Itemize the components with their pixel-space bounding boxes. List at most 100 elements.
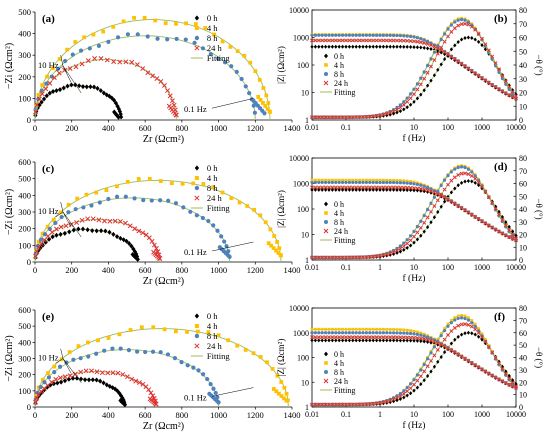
data-point-marker bbox=[150, 349, 156, 354]
data-point-marker bbox=[412, 87, 416, 91]
data-point-marker bbox=[333, 335, 338, 340]
data-point-marker bbox=[117, 59, 123, 65]
data-point-marker bbox=[42, 232, 48, 237]
data-point-marker bbox=[388, 251, 393, 256]
data-point-marker bbox=[395, 331, 399, 335]
data-point-marker bbox=[374, 38, 379, 43]
x-tick-label: 10000 bbox=[506, 263, 526, 272]
data-point-marker bbox=[449, 178, 454, 183]
data-point-marker bbox=[115, 370, 121, 376]
data-point-marker bbox=[350, 335, 355, 340]
data-point-marker bbox=[282, 396, 286, 401]
data-point-marker bbox=[279, 380, 284, 384]
data-point-marker bbox=[398, 244, 402, 248]
annotation-0-1hz: 0.1 Hz bbox=[184, 247, 207, 257]
data-point-marker bbox=[409, 44, 413, 49]
data-point-marker bbox=[456, 59, 461, 64]
data-point-marker bbox=[268, 227, 273, 232]
data-point-marker bbox=[172, 356, 178, 361]
data-point-marker bbox=[203, 26, 208, 30]
data-point-marker bbox=[354, 115, 359, 120]
data-point-marker bbox=[405, 331, 409, 335]
annotation-leader bbox=[60, 348, 64, 359]
data-point-marker bbox=[282, 385, 287, 390]
data-point-marker bbox=[174, 21, 178, 26]
data-point-marker bbox=[382, 178, 385, 182]
data-point-marker bbox=[317, 327, 321, 331]
data-point-marker bbox=[409, 188, 413, 193]
annotation-10hz: 10 Hz bbox=[38, 352, 59, 362]
data-point-marker bbox=[419, 333, 423, 337]
data-point-marker bbox=[446, 182, 450, 187]
data-point-marker bbox=[415, 230, 420, 235]
data-point-marker bbox=[364, 180, 368, 185]
data-point-marker bbox=[354, 331, 358, 335]
data-point-marker bbox=[324, 370, 328, 374]
data-point-marker bbox=[367, 401, 372, 406]
data-point-marker bbox=[118, 111, 123, 117]
y2-tick-label: 60 bbox=[519, 329, 527, 338]
x-tick-label: 0.1 bbox=[341, 263, 351, 272]
data-point-marker bbox=[422, 213, 426, 218]
data-point-marker bbox=[402, 247, 406, 252]
annotation-leader bbox=[62, 358, 82, 383]
x-tick-label: 0 bbox=[33, 123, 37, 133]
x-tick-label: 1000 bbox=[210, 123, 227, 133]
data-point-marker bbox=[81, 205, 86, 210]
data-point-marker bbox=[357, 335, 362, 340]
data-point-marker bbox=[354, 178, 358, 182]
data-point-marker bbox=[368, 178, 372, 182]
data-point-marker bbox=[429, 369, 433, 374]
data-point-marker bbox=[151, 242, 157, 248]
data-point-marker bbox=[127, 223, 133, 229]
data-point-marker bbox=[350, 38, 355, 43]
data-point-marker bbox=[205, 376, 210, 382]
data-point-marker bbox=[162, 327, 167, 332]
x-tick-label: 0.01 bbox=[305, 410, 319, 419]
data-point-marker bbox=[371, 401, 376, 406]
data-point-marker bbox=[415, 87, 420, 92]
data-point-marker bbox=[500, 215, 504, 220]
x-tick-label: 1 bbox=[378, 263, 382, 272]
data-point-marker bbox=[351, 331, 355, 335]
data-point-marker bbox=[392, 338, 396, 343]
data-point-marker bbox=[115, 35, 121, 40]
x-tick-label: 1000 bbox=[474, 123, 490, 132]
data-point-marker bbox=[118, 346, 123, 351]
data-point-marker bbox=[436, 210, 440, 215]
data-point-marker bbox=[334, 33, 338, 37]
data-point-marker bbox=[426, 83, 430, 88]
data-point-marker bbox=[473, 214, 478, 219]
data-point-marker bbox=[166, 198, 171, 203]
data-point-marker bbox=[324, 187, 328, 192]
data-point-marker bbox=[412, 182, 416, 186]
data-point-marker bbox=[395, 44, 399, 49]
data-point-marker bbox=[128, 328, 133, 332]
data-point-marker bbox=[34, 102, 40, 108]
data-point-marker bbox=[111, 24, 116, 29]
data-point-marker bbox=[351, 33, 355, 37]
data-point-marker bbox=[493, 355, 498, 360]
data-point-marker bbox=[466, 178, 470, 183]
x-tick-label: 1200 bbox=[247, 410, 264, 420]
data-point-marker bbox=[432, 44, 437, 49]
data-point-marker bbox=[426, 357, 430, 361]
data-point-marker bbox=[388, 335, 393, 340]
data-point-marker bbox=[217, 245, 222, 250]
data-point-marker bbox=[384, 252, 389, 257]
data-point-marker bbox=[442, 187, 447, 192]
data-point-marker bbox=[466, 20, 470, 24]
data-point-marker bbox=[274, 389, 279, 394]
data-point-marker bbox=[151, 395, 157, 401]
data-point-marker bbox=[344, 38, 348, 43]
x-tick-label: 400 bbox=[102, 410, 115, 420]
data-point-marker bbox=[313, 335, 318, 340]
data-point-marker bbox=[398, 335, 403, 340]
data-point-marker bbox=[94, 228, 99, 234]
data-point-marker bbox=[341, 327, 344, 331]
data-point-marker bbox=[323, 228, 329, 234]
data-point-marker bbox=[443, 32, 447, 36]
data-point-marker bbox=[361, 180, 365, 185]
data-point-marker bbox=[381, 338, 385, 343]
data-point-marker bbox=[179, 360, 184, 365]
